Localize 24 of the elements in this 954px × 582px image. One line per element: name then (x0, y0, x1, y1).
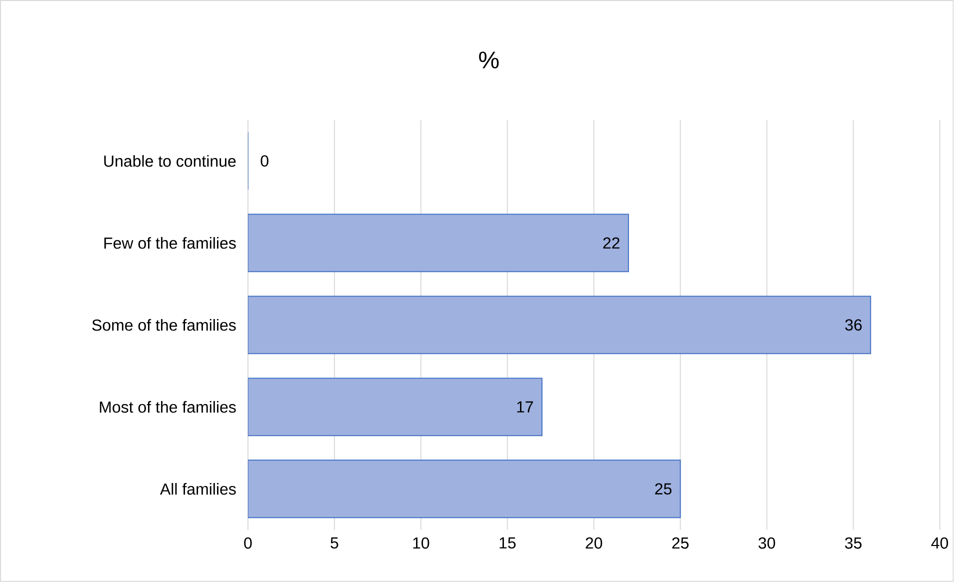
data-label: 0 (260, 155, 268, 167)
x-tick-label: 40 (931, 537, 948, 549)
data-label: 36 (845, 319, 862, 331)
x-tick-label: 20 (586, 537, 602, 549)
x-tick-label: 30 (758, 537, 776, 549)
bar (248, 378, 542, 436)
y-tick-label: Unable to continue (104, 155, 236, 167)
x-tick-label: 35 (845, 537, 862, 549)
chart-title: % (479, 52, 499, 68)
bar (248, 214, 629, 272)
data-label: 17 (517, 401, 533, 412)
data-label: 25 (655, 483, 672, 495)
bar (248, 460, 681, 518)
x-tick-label: 15 (500, 537, 516, 549)
y-tick-label: Few of the families (104, 237, 236, 249)
x-tick-label: 5 (330, 537, 338, 549)
x-tick-label: 10 (413, 537, 430, 549)
y-tick-label: All families (160, 483, 236, 495)
x-tick-label: 0 (244, 537, 252, 549)
y-tick-label: Most of the families (100, 401, 236, 413)
bar (248, 296, 872, 354)
data-label: 22 (603, 237, 620, 249)
x-tick-label: 25 (672, 537, 689, 549)
y-tick-label: Some of the families (92, 319, 236, 331)
